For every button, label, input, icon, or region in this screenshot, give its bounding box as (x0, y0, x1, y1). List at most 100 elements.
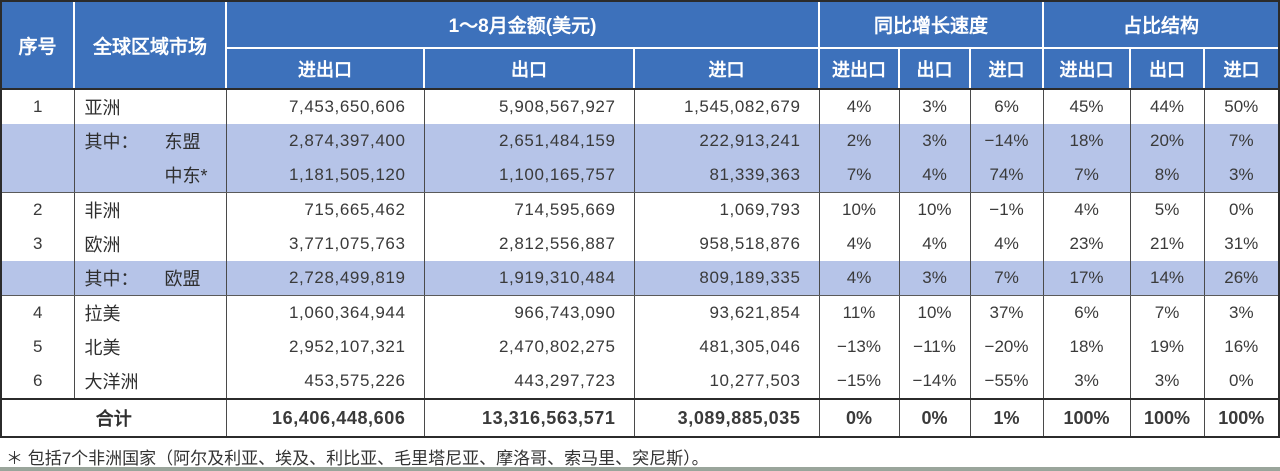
amount-total-cell: 1,181,505,120 (226, 158, 425, 193)
share-export-cell: 44% (1130, 89, 1205, 124)
region-name: 非洲 (84, 201, 121, 221)
table-row-oceania: 6 大洋洲 453,575,226 443,297,723 10,277,503… (2, 364, 1279, 399)
table-row-north-america: 5 北美 2,952,107,321 2,470,802,275 481,305… (2, 330, 1279, 364)
region-cell: 北美 (74, 330, 227, 364)
share-import-cell: 7% (1204, 124, 1279, 158)
header-group-growth: 同比增长速度 (819, 2, 1045, 49)
amount-import-cell: 93,621,854 (634, 295, 820, 330)
share-import-cell: 26% (1204, 261, 1279, 296)
share-total-cell: 17% (1043, 261, 1131, 296)
amount-total-cell: 3,771,075,763 (226, 227, 425, 261)
share-export-cell: 19% (1130, 330, 1205, 364)
region-name: 大洋洲 (84, 372, 139, 392)
header-share-total: 进出口 (1043, 48, 1132, 90)
growth-import-cell: 37% (970, 295, 1044, 330)
amount-export-cell: 2,812,556,887 (424, 227, 635, 261)
growth-export-cell: 3% (899, 89, 971, 124)
share-export-cell: 7% (1130, 295, 1205, 330)
share-export-cell: 8% (1130, 158, 1205, 193)
amount-total-cell: 7,453,650,606 (226, 89, 425, 124)
amount-import-cell: 81,339,363 (634, 158, 820, 193)
amount-total-cell: 2,874,397,400 (226, 124, 425, 158)
header-amount-import: 进口 (634, 48, 821, 90)
amount-export-cell: 1,919,310,484 (424, 261, 635, 296)
share-export-cell: 20% (1130, 124, 1205, 158)
growth-import-cell: 6% (970, 89, 1044, 124)
region-cell: 欧洲 (74, 227, 227, 261)
total-label-cell: 合计 (2, 398, 227, 436)
growth-total-cell: 2% (819, 124, 900, 158)
growth-export-cell: 4% (899, 227, 971, 261)
serial-cell (2, 261, 75, 296)
region-cell: 亚洲 (74, 89, 227, 124)
share-total-cell: 23% (1043, 227, 1131, 261)
amount-export-cell: 2,651,484,159 (424, 124, 635, 158)
amount-total-cell: 453,575,226 (226, 364, 425, 399)
growth-export-cell: 3% (899, 261, 971, 296)
serial-cell: 4 (2, 295, 75, 330)
growth-import-cell: 74% (970, 158, 1044, 193)
header-share-import: 进口 (1204, 48, 1279, 90)
amount-export-cell: 443,297,723 (424, 364, 635, 399)
region-name: 拉美 (84, 304, 121, 324)
growth-export-cell: −11% (899, 330, 971, 364)
share-total-cell: 45% (1043, 89, 1131, 124)
growth-import-cell: −1% (970, 192, 1044, 227)
amount-import-cell: 481,305,046 (634, 330, 820, 364)
header-group-share: 占比结构 (1043, 2, 1279, 49)
region-cell: 其中： 欧盟 (74, 261, 227, 296)
amount-export-cell: 966,743,090 (424, 295, 635, 330)
table-row-europe: 3 欧洲 3,771,075,763 2,812,556,887 958,518… (2, 227, 1279, 261)
region-cell: 非洲 (74, 192, 227, 227)
growth-import-cell: 4% (970, 227, 1044, 261)
share-import-cell: 0% (1204, 192, 1279, 227)
header-share-export: 出口 (1130, 48, 1206, 90)
table-body: 1 亚洲 7,453,650,606 5,908,567,927 1,545,0… (2, 89, 1279, 399)
share-import-cell: 31% (1204, 227, 1279, 261)
growth-total-cell: 7% (819, 158, 900, 193)
region-cell: 其中： 东盟 (74, 124, 227, 158)
amount-import-cell: 1,545,082,679 (634, 89, 820, 124)
amount-export-cell: 1,100,165,757 (424, 158, 635, 193)
share-import-cell: 3% (1204, 158, 1279, 193)
growth-total-cell: −15% (819, 364, 900, 399)
growth-import-cell: −14% (970, 124, 1044, 158)
table-header: 序号 全球区域市场 1～8月金额(美元) 同比增长速度 占比结构 进出口 出口 … (2, 2, 1279, 90)
total-growth-export-cell: 0% (899, 398, 971, 436)
share-total-cell: 6% (1043, 295, 1131, 330)
growth-export-cell: 4% (899, 158, 971, 193)
footnote-text: ＊ 包括7个非洲国家（阿尔及利亚、埃及、利比亚、毛里塔尼亚、摩洛哥、索马里、突尼… (6, 449, 709, 468)
amount-total-cell: 2,728,499,819 (226, 261, 425, 296)
total-amount-total-cell: 16,406,448,606 (226, 398, 425, 436)
serial-cell: 1 (2, 89, 75, 124)
region-cell: 拉美 (74, 295, 227, 330)
total-growth-import-cell: 1% (970, 398, 1044, 436)
growth-total-cell: −13% (819, 330, 900, 364)
header-region: 全球区域市场 (74, 2, 227, 90)
amount-import-cell: 809,189,335 (634, 261, 820, 296)
table-row-africa: 2 非洲 715,665,462 714,595,669 1,069,793 1… (2, 192, 1279, 227)
header-serial: 序号 (2, 2, 75, 90)
share-total-cell: 4% (1043, 192, 1131, 227)
share-total-cell: 7% (1043, 158, 1131, 193)
share-total-cell: 18% (1043, 330, 1131, 364)
amount-import-cell: 222,913,241 (634, 124, 820, 158)
serial-cell: 2 (2, 192, 75, 227)
amount-total-cell: 1,060,364,944 (226, 295, 425, 330)
growth-export-cell: 10% (899, 192, 971, 227)
amount-import-cell: 1,069,793 (634, 192, 820, 227)
serial-cell (2, 158, 75, 193)
share-export-cell: 14% (1130, 261, 1205, 296)
region-name: 中东* (164, 166, 208, 186)
region-name: 欧盟 (164, 269, 201, 289)
amount-export-cell: 5,908,567,927 (424, 89, 635, 124)
total-share-export-cell: 100% (1130, 398, 1205, 436)
header-amount-export: 出口 (424, 48, 635, 90)
growth-import-cell: −20% (970, 330, 1044, 364)
growth-total-cell: 4% (819, 261, 900, 296)
total-row: 合计 16,406,448,606 13,316,563,571 3,089,8… (2, 398, 1279, 436)
growth-total-cell: 11% (819, 295, 900, 330)
subrow-prefix: 其中： (84, 269, 139, 289)
share-total-cell: 3% (1043, 364, 1131, 399)
table-row-asean: 其中： 东盟 2,874,397,400 2,651,484,159 222,91… (2, 124, 1279, 158)
